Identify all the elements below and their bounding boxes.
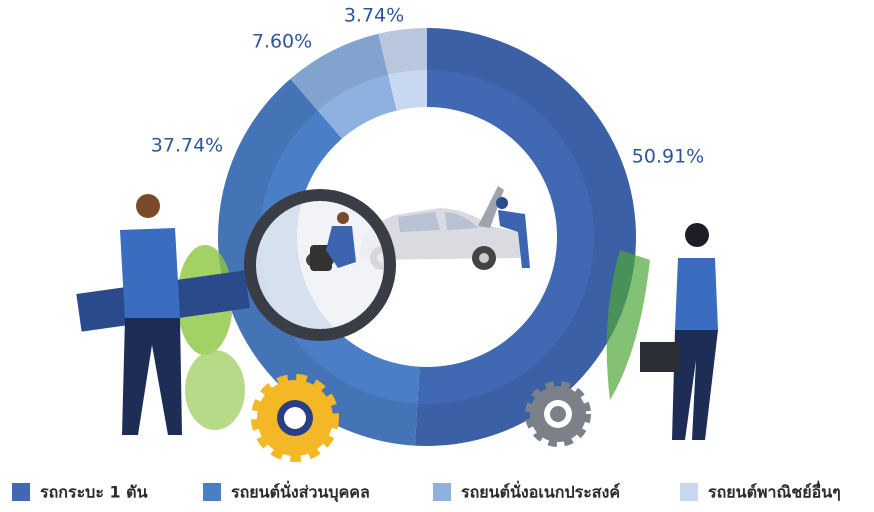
legend-swatch xyxy=(203,483,221,501)
legend-label: รถยนต์นั่งอเนกประสงค์ xyxy=(461,481,620,502)
magnifier xyxy=(250,195,390,335)
legend: รถกระบะ 1 ตัน รถยนต์นั่งส่วนบุคคล รถยนต์นั… xyxy=(12,481,841,503)
legend-swatch xyxy=(12,483,30,501)
value-label: 7.60% xyxy=(252,31,312,53)
chart: 50.91% 37.74% 7.60% 3.74% xyxy=(0,0,874,508)
legend-label: รถกระบะ 1 ตัน xyxy=(40,483,148,502)
value-label: 50.91% xyxy=(632,146,704,168)
legend-swatch xyxy=(433,483,451,501)
legend-swatch xyxy=(680,483,698,501)
value-label: 37.74% xyxy=(151,135,223,157)
legend-label: รถยนต์นั่งส่วนบุคคล xyxy=(231,481,370,503)
legend-label: รถยนต์พาณิชย์อื่นๆ xyxy=(708,481,841,502)
value-label: 3.74% xyxy=(344,5,404,27)
woman xyxy=(607,223,718,440)
